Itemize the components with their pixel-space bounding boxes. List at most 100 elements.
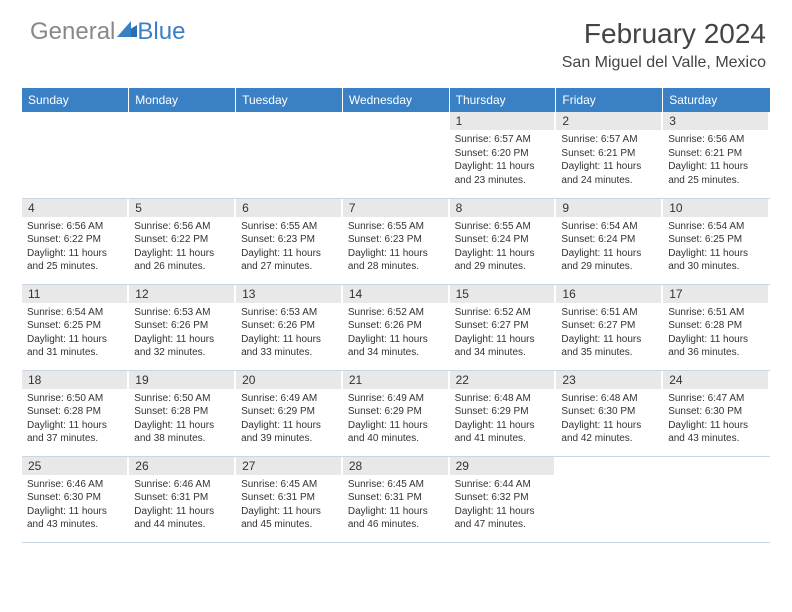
daylight-line: Daylight: 11 hours and 30 minutes. <box>668 248 748 273</box>
sunrise-line: Sunrise: 6:49 AM <box>348 393 424 404</box>
calendar-day-cell: 18Sunrise: 6:50 AMSunset: 6:28 PMDayligh… <box>22 370 129 456</box>
daylight-line: Daylight: 11 hours and 25 minutes. <box>668 161 748 186</box>
sunrise-line: Sunrise: 6:56 AM <box>134 221 210 232</box>
daylight-line: Daylight: 11 hours and 47 minutes. <box>455 506 535 531</box>
sunrise-line: Sunrise: 6:50 AM <box>134 393 210 404</box>
day-number: 12 <box>129 285 235 303</box>
daylight-line: Daylight: 11 hours and 41 minutes. <box>455 420 535 445</box>
sunset-line: Sunset: 6:25 PM <box>27 320 101 331</box>
weekday-header: Sunday <box>22 88 129 112</box>
day-number: 19 <box>129 371 235 389</box>
sunrise-line: Sunrise: 6:51 AM <box>561 307 637 318</box>
empty-daynum <box>663 457 769 475</box>
day-number: 28 <box>343 457 449 475</box>
day-number: 18 <box>22 371 128 389</box>
day-number: 29 <box>450 457 556 475</box>
empty-daynum <box>22 112 128 130</box>
calendar-header-row: SundayMondayTuesdayWednesdayThursdayFrid… <box>22 88 770 112</box>
day-number: 16 <box>556 285 662 303</box>
calendar-day-cell: 22 Sunrise: 6:48 AM Sunset: 6:29 PM Dayligh… <box>449 370 556 456</box>
daylight-line: Daylight: 11 hours and 46 minutes. <box>348 506 428 531</box>
sunset-line: Sunset: 6:26 PM <box>348 320 422 331</box>
sunset-line: Sunset: 6:24 PM <box>455 234 529 245</box>
sunrise-line: Sunrise: 6:54 AM <box>561 221 637 232</box>
sunset-line: Sunset: 6:28 PM <box>134 406 208 417</box>
day-detail: Sunrise: 6:49 AMSunset: 6:29 PMDaylight:… <box>236 389 342 450</box>
weekday-header: Wednesday <box>342 88 449 112</box>
day-number: 22 <box>450 371 556 389</box>
title-block: February 2024 San Miguel del Valle, Mexi… <box>562 18 766 72</box>
calendar-day-cell: 7 Sunrise: 6:55 AM Sunset: 6:23 PM Daylight… <box>342 198 449 284</box>
day-detail: Sunrise: 6:50 AMSunset: 6:28 PMDaylight:… <box>22 389 128 450</box>
day-detail: Sunrise: 6:56 AMSunset: 6:21 PMDaylight:… <box>663 130 769 191</box>
calendar-day-cell: 16Sunrise: 6:51 AMSunset: 6:27 PMDayligh… <box>556 284 663 370</box>
sunrise-line: Sunrise: 6:48 AM <box>455 393 531 404</box>
daylight-line: Daylight: 11 hours and 23 minutes. <box>455 161 535 186</box>
day-detail: Sunrise: 6:54 AMSunset: 6:25 PMDaylight:… <box>663 217 769 278</box>
daylight-line: Daylight: 11 hours and 37 minutes. <box>27 420 107 445</box>
calendar-day-cell: 20Sunrise: 6:49 AMSunset: 6:29 PMDayligh… <box>236 370 343 456</box>
daylight-line: Daylight: 11 hours and 28 minutes. <box>348 248 428 273</box>
logo-text-2: Blue <box>137 18 185 46</box>
calendar-day-cell: 29Sunrise: 6:44 AMSunset: 6:32 PMDayligh… <box>449 456 556 542</box>
weekday-header: Tuesday <box>236 88 343 112</box>
day-number: 9 <box>556 199 662 217</box>
daylight-line: Daylight: 11 hours and 29 minutes. <box>561 248 641 273</box>
day-detail: Sunrise: 6:53 AMSunset: 6:26 PMDaylight:… <box>129 303 235 364</box>
day-number: 10 <box>663 199 769 217</box>
daylight-line: Daylight: 11 hours and 44 minutes. <box>134 506 214 531</box>
day-detail: Sunrise: 6:54 AMSunset: 6:24 PMDaylight:… <box>556 217 662 278</box>
sunset-line: Sunset: 6:21 PM <box>561 148 635 159</box>
day-number: 26 <box>129 457 235 475</box>
day-detail: Sunrise: 6:54 AMSunset: 6:25 PMDaylight:… <box>22 303 128 364</box>
calendar-day-cell: 25Sunrise: 6:46 AMSunset: 6:30 PMDayligh… <box>22 456 129 542</box>
daylight-line: Daylight: 11 hours and 35 minutes. <box>561 334 641 359</box>
sunrise-line: Sunrise: 6:45 AM <box>241 479 317 490</box>
sunrise-line: Sunrise: 6:54 AM <box>27 307 103 318</box>
sunset-line: Sunset: 6:28 PM <box>27 406 101 417</box>
day-number: 14 <box>343 285 449 303</box>
sunset-line: Sunset: 6:30 PM <box>27 492 101 503</box>
calendar-day-cell: 4Sunrise: 6:56 AMSunset: 6:22 PMDaylight… <box>22 198 129 284</box>
sunset-line: Sunset: 6:23 PM <box>348 234 422 245</box>
day-number: 15 <box>450 285 556 303</box>
sunset-line: Sunset: 6:29 PM <box>455 406 529 417</box>
sunrise-line: Sunrise: 6:55 AM <box>455 221 531 232</box>
sunrise-line: Sunrise: 6:55 AM <box>348 221 424 232</box>
calendar-day-cell: 1Sunrise: 6:57 AMSunset: 6:20 PMDaylight… <box>449 112 556 198</box>
empty-daynum <box>556 457 662 475</box>
sunrise-line: Sunrise: 6:52 AM <box>348 307 424 318</box>
calendar-empty-cell <box>236 112 343 198</box>
calendar-day-cell: 13Sunrise: 6:53 AMSunset: 6:26 PMDayligh… <box>236 284 343 370</box>
day-number: 7 <box>343 199 449 217</box>
day-detail: Sunrise: 6:48 AM Sunset: 6:29 PM Daylight:… <box>450 389 556 450</box>
calendar-day-cell: 24Sunrise: 6:47 AMSunset: 6:30 PMDayligh… <box>663 370 770 456</box>
day-detail: Sunrise: 6:47 AMSunset: 6:30 PMDaylight:… <box>663 389 769 450</box>
sunset-line: Sunset: 6:31 PM <box>241 492 315 503</box>
day-number: 25 <box>22 457 128 475</box>
sunrise-line: Sunrise: 6:52 AM <box>455 307 531 318</box>
empty-daynum <box>343 112 449 130</box>
daylight-line: Daylight: 11 hours and 42 minutes. <box>561 420 641 445</box>
day-number: 24 <box>663 371 769 389</box>
day-detail: Sunrise: 6:56 AMSunset: 6:22 PMDaylight:… <box>129 217 235 278</box>
sunrise-line: Sunrise: 6:57 AM <box>561 134 637 145</box>
calendar-day-cell: 10Sunrise: 6:54 AMSunset: 6:25 PMDayligh… <box>663 198 770 284</box>
calendar-day-cell: 11Sunrise: 6:54 AMSunset: 6:25 PMDayligh… <box>22 284 129 370</box>
sunset-line: Sunset: 6:20 PM <box>455 148 529 159</box>
sunset-line: Sunset: 6:26 PM <box>241 320 315 331</box>
daylight-line: Daylight: 11 hours and 27 minutes. <box>241 248 321 273</box>
day-number: 21 <box>343 371 449 389</box>
calendar-day-cell: 12Sunrise: 6:53 AMSunset: 6:26 PMDayligh… <box>129 284 236 370</box>
sunrise-line: Sunrise: 6:56 AM <box>668 134 744 145</box>
calendar-day-cell: 8Sunrise: 6:55 AMSunset: 6:24 PMDaylight… <box>449 198 556 284</box>
daylight-line: Daylight: 11 hours and 34 minutes. <box>348 334 428 359</box>
calendar-week-row: 11Sunrise: 6:54 AMSunset: 6:25 PMDayligh… <box>22 284 770 370</box>
calendar-day-cell: 28Sunrise: 6:45 AMSunset: 6:31 PMDayligh… <box>342 456 449 542</box>
day-number: 23 <box>556 371 662 389</box>
day-detail: Sunrise: 6:46 AMSunset: 6:30 PMDaylight:… <box>22 475 128 536</box>
day-detail: Sunrise: 6:45 AMSunset: 6:31 PMDaylight:… <box>343 475 449 536</box>
logo-mark-icon <box>117 16 137 44</box>
daylight-line: Daylight: 11 hours and 26 minutes. <box>134 248 214 273</box>
sunset-line: Sunset: 6:31 PM <box>134 492 208 503</box>
